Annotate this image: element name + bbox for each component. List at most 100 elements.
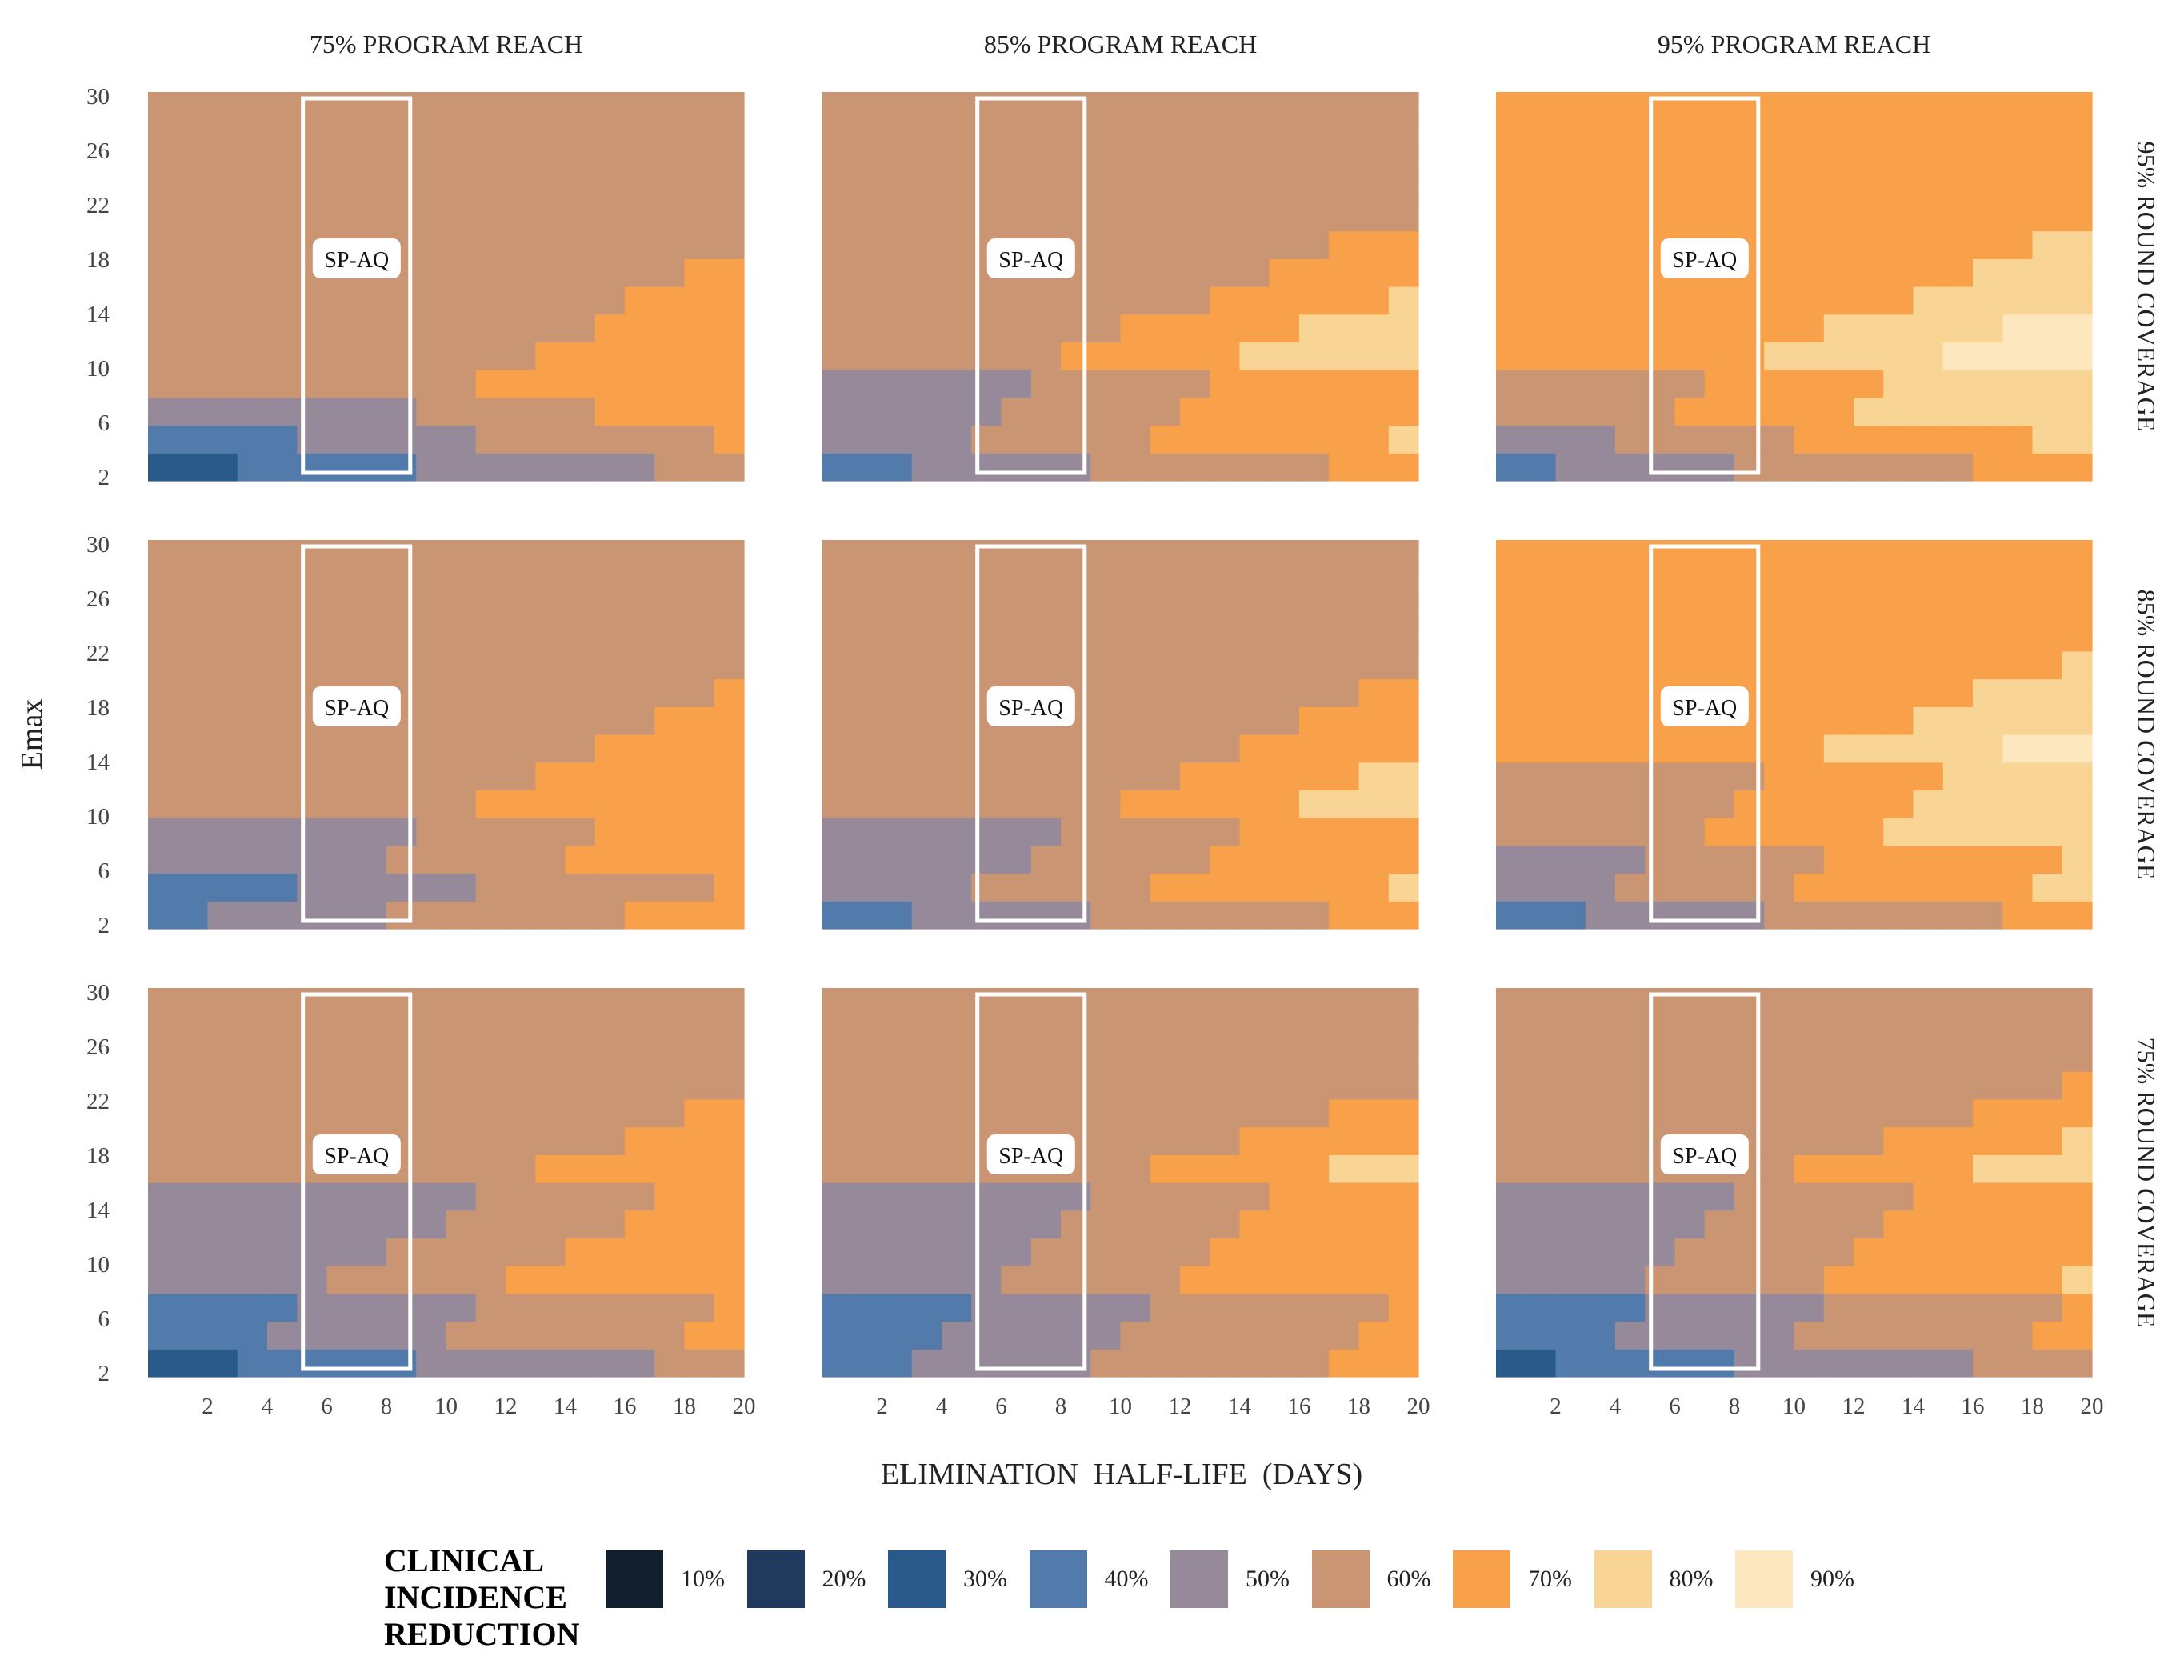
heatmap-cell bbox=[1090, 1071, 1122, 1100]
heatmap-cell bbox=[267, 650, 298, 680]
heatmap-cell bbox=[326, 1043, 358, 1072]
heatmap-cell bbox=[1001, 988, 1032, 1017]
heatmap-cell bbox=[1555, 845, 1586, 874]
legend-title-line: INCIDENCE bbox=[384, 1579, 567, 1615]
heatmap-cell bbox=[1150, 1071, 1181, 1100]
heatmap-cell bbox=[1764, 425, 1795, 454]
heatmap-cell bbox=[1942, 706, 1974, 735]
heatmap-cell bbox=[1585, 230, 1616, 259]
heatmap-cell bbox=[416, 314, 447, 343]
heatmap-cell bbox=[1496, 370, 1526, 398]
heatmap-cell bbox=[178, 370, 209, 398]
heatmap-cell bbox=[1674, 1015, 1706, 1045]
heatmap-cell bbox=[1388, 1238, 1419, 1266]
heatmap-cell bbox=[654, 1126, 686, 1155]
heatmap-cell bbox=[1299, 1015, 1330, 1045]
heatmap-cell bbox=[237, 706, 268, 735]
heatmap-cell bbox=[1496, 595, 1526, 624]
heatmap-cell bbox=[625, 453, 655, 482]
heatmap-cell bbox=[535, 119, 566, 149]
heatmap-cell bbox=[2002, 1098, 2034, 1128]
heatmap-cell bbox=[446, 258, 477, 287]
heatmap-cell bbox=[565, 790, 596, 818]
heatmap-cell bbox=[1854, 1182, 1884, 1211]
legend-label: 50% bbox=[1246, 1566, 1290, 1592]
heatmap-cell bbox=[942, 230, 972, 259]
heatmap-cell bbox=[1269, 623, 1300, 652]
heatmap-cell bbox=[852, 1182, 883, 1211]
heatmap-cell bbox=[714, 1154, 745, 1183]
heatmap-cell bbox=[1150, 1293, 1181, 1322]
heatmap-cell bbox=[1883, 202, 1914, 232]
heatmap-cell bbox=[1854, 706, 1884, 735]
heatmap-cell bbox=[1496, 342, 1526, 370]
heatmap-cell bbox=[1001, 845, 1032, 874]
heatmap-cell bbox=[148, 540, 178, 569]
heatmap-cell bbox=[1704, 1266, 1735, 1294]
heatmap-cell bbox=[625, 202, 655, 232]
heatmap-cell bbox=[1764, 540, 1795, 569]
heatmap-cell bbox=[852, 1071, 883, 1100]
heatmap-cell bbox=[1001, 1210, 1032, 1239]
heatmap-cell bbox=[1180, 1043, 1210, 1072]
heatmap-cell bbox=[1526, 901, 1557, 930]
heatmap-cell bbox=[2032, 1126, 2063, 1155]
heatmap-cell bbox=[2002, 119, 2034, 149]
heatmap-cell bbox=[1913, 453, 1944, 482]
heatmap-cell bbox=[714, 1098, 745, 1128]
heatmap-cell bbox=[148, 175, 178, 204]
heatmap-cell bbox=[148, 1210, 178, 1239]
heatmap-cell bbox=[1973, 370, 2003, 398]
heatmap-cell bbox=[416, 397, 447, 426]
x-tick-label: 8 bbox=[1055, 1394, 1067, 1419]
heatmap-cell bbox=[506, 650, 536, 680]
heatmap-cell bbox=[1913, 650, 1944, 680]
heatmap-cell bbox=[2002, 845, 2034, 874]
heatmap-cell bbox=[1794, 1293, 1825, 1322]
heatmap-cell bbox=[822, 1266, 853, 1294]
heatmap-cell bbox=[911, 1266, 942, 1294]
heatmap-cell bbox=[506, 1266, 536, 1294]
heatmap-cell bbox=[1585, 1293, 1616, 1322]
heatmap-cell bbox=[416, 873, 447, 902]
heatmap-cell bbox=[2002, 1266, 2034, 1294]
heatmap-cell bbox=[1299, 1154, 1330, 1183]
heatmap-cell bbox=[446, 119, 477, 149]
heatmap-cell bbox=[942, 1126, 972, 1155]
heatmap-cell bbox=[1973, 901, 2003, 930]
heatmap-cell bbox=[1030, 818, 1062, 846]
heatmap-cell bbox=[942, 595, 972, 624]
heatmap-cell bbox=[416, 595, 447, 624]
y-tick-label: 30 bbox=[86, 532, 110, 558]
heatmap-cell bbox=[535, 230, 566, 259]
heatmap-cell bbox=[1001, 818, 1032, 846]
x-tick-label: 2 bbox=[202, 1394, 214, 1419]
heatmap-cell bbox=[446, 342, 477, 370]
heatmap-cell bbox=[1854, 1071, 1884, 1100]
heatmap-cell bbox=[1823, 1238, 1854, 1266]
heatmap-cell bbox=[684, 1182, 715, 1211]
heatmap-cell bbox=[506, 1098, 536, 1128]
heatmap-cell bbox=[594, 397, 626, 426]
heatmap-cell bbox=[1615, 873, 1646, 902]
heatmap-cell bbox=[207, 230, 238, 259]
heatmap-cell bbox=[1942, 1043, 1974, 1072]
heatmap-cell bbox=[942, 1266, 972, 1294]
heatmap-cell bbox=[1090, 1210, 1122, 1239]
sp-aq-label: SP-AQ bbox=[1672, 248, 1737, 273]
heatmap-cell bbox=[1239, 1182, 1270, 1211]
heatmap-cell bbox=[1030, 734, 1062, 763]
heatmap-cell bbox=[1794, 314, 1825, 343]
x-tick-label: 4 bbox=[262, 1394, 274, 1419]
heatmap-cell bbox=[684, 762, 715, 791]
heatmap-cell bbox=[1913, 397, 1944, 426]
heatmap-cell bbox=[594, 202, 626, 232]
sp-aq-label: SP-AQ bbox=[998, 1144, 1063, 1169]
heatmap-cell bbox=[1150, 790, 1181, 818]
heatmap-cell bbox=[1794, 258, 1825, 287]
heatmap-cell bbox=[1854, 1154, 1884, 1183]
heatmap-cell bbox=[1120, 314, 1151, 343]
heatmap-cell bbox=[1913, 119, 1944, 149]
heatmap-cell bbox=[1585, 147, 1616, 176]
heatmap-cell bbox=[1180, 286, 1210, 315]
